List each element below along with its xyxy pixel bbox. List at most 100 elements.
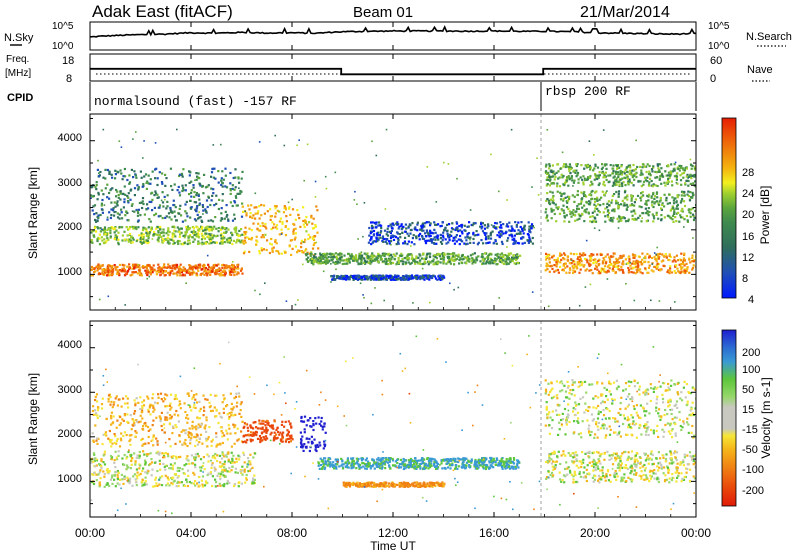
heatmap-cell <box>129 477 132 480</box>
heatmap-cell <box>259 229 262 232</box>
heatmap-cell <box>157 196 160 199</box>
heatmap-cell <box>244 241 247 244</box>
heatmap-cell <box>673 175 676 178</box>
heatmap-cell <box>607 215 610 218</box>
heatmap-cell <box>97 273 100 276</box>
heatmap-cell <box>490 259 493 262</box>
heatmap-cell <box>245 214 248 217</box>
heatmap-cell <box>224 271 227 274</box>
heatmap-cell <box>648 181 651 184</box>
heatmap-cell <box>605 167 608 170</box>
heatmap-cell <box>546 183 549 186</box>
heatmap-cell <box>557 271 560 274</box>
heatmap-cell <box>215 202 218 205</box>
heatmap-cell <box>617 175 620 179</box>
heatmap-cell <box>395 222 398 225</box>
heatmap-cell <box>373 259 376 262</box>
heatmap-cell <box>179 263 182 266</box>
heatmap-cell <box>655 267 658 270</box>
heatmap-cell <box>545 199 548 202</box>
heatmap-cell <box>90 274 93 277</box>
heatmap-cell <box>284 251 287 254</box>
heatmap-cell <box>249 212 252 215</box>
heatmap-cell <box>691 164 694 168</box>
heatmap-cell <box>199 469 202 472</box>
heatmap-cell <box>189 216 192 219</box>
heatmap-cell <box>660 219 663 222</box>
heatmap-cell <box>210 175 213 178</box>
heatmap-cell <box>204 228 207 232</box>
heatmap-cell <box>223 241 226 244</box>
heatmap-cell <box>342 277 345 280</box>
heatmap-cell <box>513 241 516 244</box>
heatmap-cell <box>152 485 155 488</box>
heatmap-cell <box>573 169 576 172</box>
heatmap-cell <box>195 436 198 439</box>
heatmap-noise-cell <box>457 286 460 289</box>
heatmap-noise-cell <box>101 228 103 231</box>
heatmap-cell <box>161 241 164 244</box>
heatmap-noise-cell <box>314 180 317 183</box>
heatmap-cell <box>242 453 246 456</box>
heatmap-cell <box>147 435 150 439</box>
heatmap-cell <box>317 262 320 265</box>
heatmap-cell <box>178 467 181 470</box>
heatmap-cell <box>649 174 652 177</box>
heatmap-cell <box>521 227 524 230</box>
heatmap-cell <box>94 424 97 427</box>
heatmap-cell <box>352 255 355 258</box>
heatmap-cell <box>434 255 437 259</box>
heatmap-cell <box>593 203 596 206</box>
heatmap-noise-cell <box>140 236 142 239</box>
heatmap-cell <box>109 232 112 235</box>
heatmap-cell <box>173 241 176 245</box>
heatmap-cell <box>548 175 551 178</box>
heatmap-cell <box>250 238 253 241</box>
heatmap-cell <box>401 263 404 266</box>
heatmap-cell <box>491 230 494 233</box>
heatmap-cell <box>556 182 559 185</box>
heatmap-cell <box>236 264 239 267</box>
heatmap-cell <box>118 274 121 277</box>
heatmap-cell <box>344 278 347 281</box>
heatmap-cell <box>611 269 614 272</box>
heatmap-cell <box>192 232 195 235</box>
heatmap-cell <box>472 260 475 263</box>
heatmap-cell <box>617 173 620 176</box>
heatmap-cell <box>96 168 99 171</box>
heatmap-cell <box>661 253 664 256</box>
heatmap-cell <box>219 219 222 222</box>
heatmap-cell <box>243 470 246 473</box>
heatmap-cell <box>693 167 696 170</box>
heatmap-cell <box>419 262 422 266</box>
heatmap-cell <box>344 259 347 262</box>
heatmap-cell <box>552 209 555 212</box>
heatmap-cell <box>131 418 134 421</box>
heatmap-cell <box>513 262 516 265</box>
heatmap-cell <box>167 263 170 266</box>
heatmap-cell <box>481 253 484 256</box>
heatmap-noise-cell <box>102 128 105 131</box>
heatmap-cell <box>156 443 159 446</box>
heatmap-cell <box>375 256 378 259</box>
heatmap-noise-cell <box>651 263 653 265</box>
heatmap-cell <box>169 270 172 273</box>
heatmap-cell <box>139 214 142 217</box>
heatmap-cell <box>276 227 279 230</box>
heatmap-cell <box>627 219 630 223</box>
heatmap-cell <box>655 260 658 263</box>
heatmap-cell <box>683 218 686 221</box>
heatmap-cell <box>605 260 608 263</box>
heatmap-cell <box>407 275 410 278</box>
heatmap-cell <box>96 264 99 267</box>
heatmap-cell <box>192 266 195 270</box>
heatmap-cell <box>588 254 591 257</box>
heatmap-cell <box>517 221 520 224</box>
heatmap-cell <box>149 452 152 455</box>
heatmap-cell <box>452 255 455 258</box>
heatmap-cell <box>132 176 135 179</box>
heatmap-cell <box>126 269 130 272</box>
heatmap-cell <box>435 242 438 245</box>
heatmap-cell <box>233 213 236 216</box>
heatmap-cell <box>160 231 163 234</box>
